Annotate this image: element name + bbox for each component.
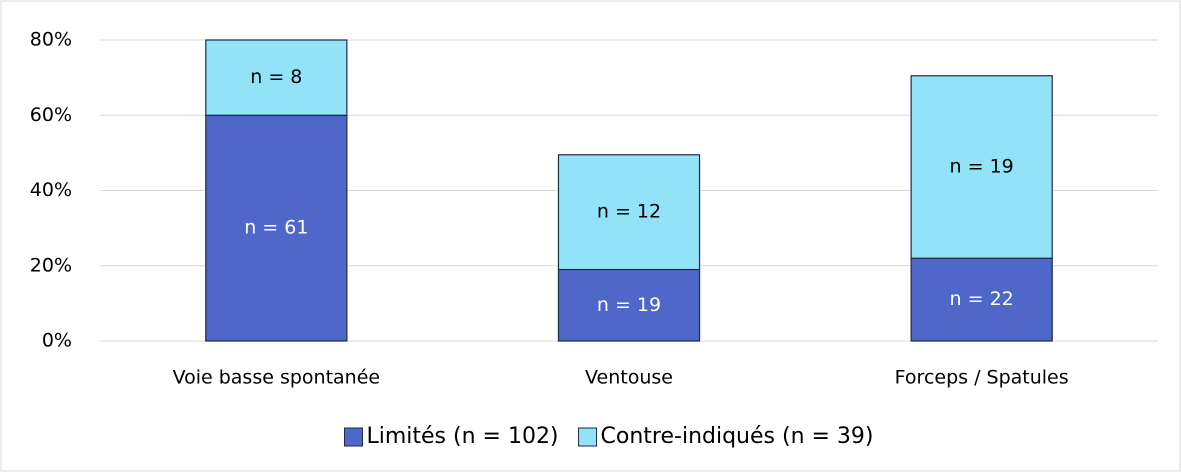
bar-segment bbox=[557, 154, 701, 271]
y-tick-label: 20% bbox=[30, 254, 72, 276]
bar-segment bbox=[910, 75, 1053, 259]
y-tick-label: 80% bbox=[30, 29, 72, 51]
x-tick-label: Forceps / Spatules bbox=[895, 367, 1069, 389]
x-tick-label: Voie basse spontanée bbox=[173, 367, 381, 389]
legend-label: Contre-indiqués (n = 39) bbox=[601, 424, 874, 449]
y-tick-label: 60% bbox=[30, 104, 72, 126]
segment-annotation: n = 19 bbox=[597, 294, 661, 316]
segment-annotation: n = 8 bbox=[250, 66, 302, 88]
legend-label: Limités (n = 102) bbox=[366, 424, 558, 449]
bar-segment bbox=[205, 114, 348, 342]
segment-annotation: n = 61 bbox=[244, 217, 308, 239]
segment-annotation: n = 12 bbox=[597, 201, 661, 223]
y-tick-label: 40% bbox=[30, 179, 72, 201]
segment-annotation: n = 22 bbox=[950, 288, 1014, 310]
x-tick-label: Ventouse bbox=[585, 367, 673, 389]
y-tick-label: 0% bbox=[42, 330, 72, 352]
legend-swatch bbox=[578, 427, 598, 447]
segment-annotation: n = 19 bbox=[950, 155, 1014, 177]
legend-swatch bbox=[343, 427, 363, 447]
bar-segment bbox=[205, 39, 348, 116]
